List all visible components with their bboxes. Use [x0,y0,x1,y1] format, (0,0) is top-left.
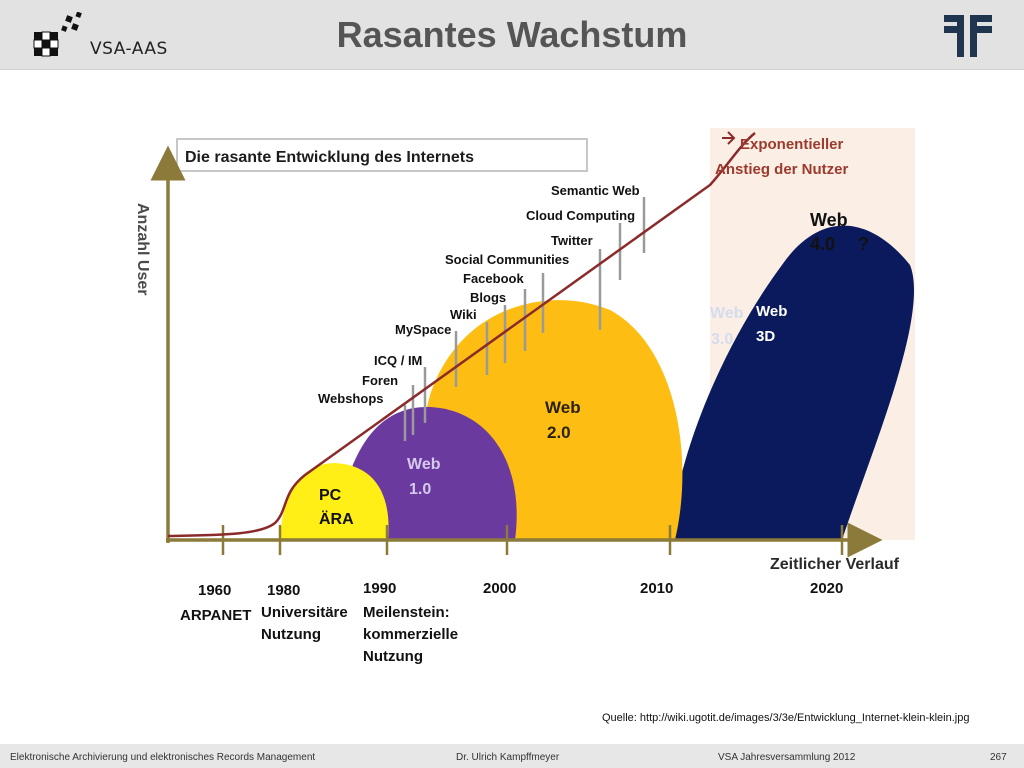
era-web3d-label-2: 3D [756,328,775,345]
checker-logo-icon [33,11,82,57]
year-2020: 2020 [810,580,843,597]
milestone-webshops: Webshops [318,391,384,406]
era-web1-label-2: 1.0 [409,481,431,498]
y-axis-label: Anzahl User [134,203,151,295]
era-web3d-label-1: Web [756,303,787,320]
note-1980-line1: Universitäre [261,604,348,621]
era-pc-shape [280,463,389,540]
growth-arrow-icon [722,131,736,145]
note-1990-line2: kommerzielle [363,626,458,643]
internet-growth-diagram: Die rasante Entwicklung des Internets [130,125,920,680]
slide-header: VSA-AAS Rasantes Wachstum [0,0,1024,70]
diagram-title: Die rasante Entwicklung des Internets [185,149,474,166]
milestone-wiki: Wiki [450,307,477,322]
milestone-blogs: Blogs [470,290,506,305]
page-title: Rasantes Wachstum [336,14,688,55]
year-1990: 1990 [363,580,396,597]
diagram-title-box [176,138,588,172]
logo-text: VSA-AAS [90,39,168,59]
note-1960-line1: ARPANET [180,607,251,624]
footer-course-title: Elektronische Archivierung und elektroni… [10,752,316,763]
era-web4-question: ? [858,234,869,254]
note-1980-line2: Nutzung [261,626,321,643]
milestone-social-communities: Social Communities [445,252,569,267]
milestone-myspace: MySpace [395,322,451,337]
growth-curve [167,132,756,538]
era-web4-label-2: 4.0 [810,234,835,254]
era-web2-label-2: 2.0 [547,423,571,442]
year-2010: 2010 [640,580,673,597]
milestone-icq: ICQ / IM [374,353,422,368]
year-2000: 2000 [483,580,516,597]
milestone-facebook: Facebook [463,271,524,286]
era-web3-label-2: 3.0 [711,331,733,348]
era-web1-label-1: Web [407,456,441,473]
era-pc-label-1: PC [319,487,342,504]
company-logo-icon [944,13,994,62]
milestone-semantic-web: Semantic Web [551,183,640,198]
growth-label-line2: Anstieg der Nutzer [715,161,849,178]
year-1960: 1960 [198,582,231,599]
note-1990-line3: Nutzung [363,648,423,665]
era-web3-label-1: Web [710,305,744,322]
slide-footer: Elektronische Archivierung und elektroni… [0,744,1024,768]
era-pc-label-2: ÄRA [319,510,354,528]
x-axis-label: Zeitlicher Verlauf [770,556,900,573]
era-web2-label-1: Web [545,398,581,417]
milestone-twitter: Twitter [551,233,593,248]
growth-label-line1: Exponentieller [740,136,844,153]
era-web3-shape [442,225,915,540]
milestone-cloud-computing: Cloud Computing [526,208,635,223]
footer-page-number: 267 [990,752,1007,763]
vsa-aas-logo: VSA-AAS [28,11,168,62]
footer-author: Dr. Ulrich Kampffmeyer [456,752,560,763]
note-1990-line1: Meilenstein: [363,604,450,621]
source-citation: Quelle: http://wiki.ugotit.de/images/3/3… [602,712,970,724]
milestone-foren: Foren [362,373,398,388]
x-axis-ticks [221,525,844,555]
year-1980: 1980 [267,582,300,599]
footer-event: VSA Jahresversammlung 2012 [718,752,856,763]
era-web4-label-1: Web [810,210,848,230]
